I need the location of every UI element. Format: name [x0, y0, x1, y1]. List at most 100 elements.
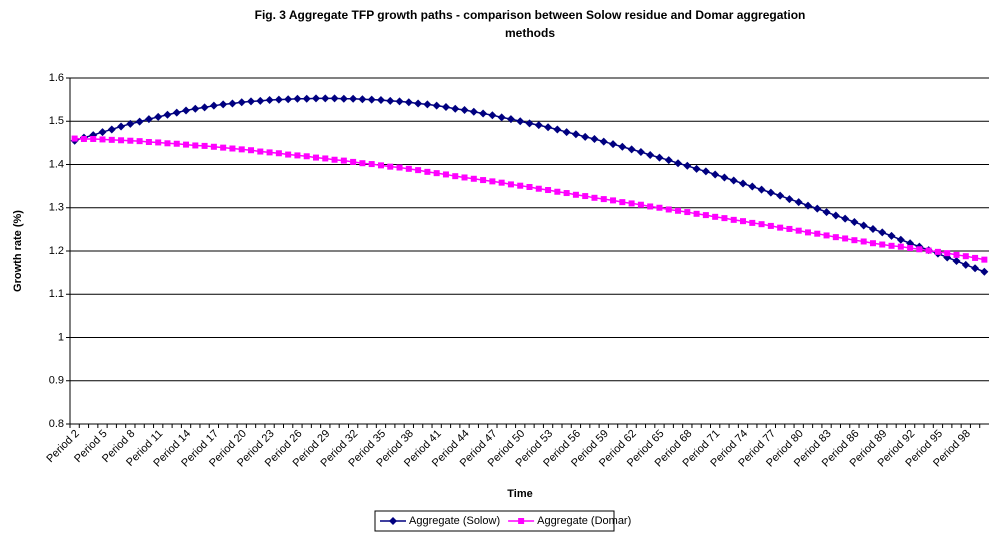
data-point [664, 156, 673, 165]
data-point [739, 179, 748, 188]
data-point [777, 224, 784, 231]
data-point [154, 112, 163, 121]
data-point [237, 98, 246, 107]
data-point [387, 163, 394, 170]
data-point [981, 256, 988, 263]
data-point [99, 136, 106, 143]
data-point [135, 117, 144, 126]
data-point [498, 179, 505, 186]
y-tick-label: 1.1 [49, 288, 64, 300]
data-point [637, 201, 644, 208]
data-point [729, 176, 738, 185]
data-point [164, 140, 171, 147]
data-point [339, 94, 348, 103]
y-tick-label: 1 [58, 331, 64, 343]
data-point [118, 137, 125, 144]
data-point [248, 147, 255, 154]
data-point [675, 207, 682, 214]
data-point [275, 150, 282, 157]
data-point [285, 151, 292, 158]
data-point [860, 238, 867, 245]
data-point [460, 106, 469, 115]
data-point [572, 191, 579, 198]
data-point [192, 142, 199, 149]
data-point [766, 188, 775, 197]
data-point [442, 171, 449, 178]
y-tick-label: 1.6 [49, 72, 64, 84]
data-point [887, 231, 896, 240]
data-point [896, 235, 905, 244]
data-point [433, 170, 440, 177]
data-point [191, 104, 200, 113]
data-point [294, 152, 301, 159]
data-point [534, 121, 543, 130]
data-point [404, 98, 413, 107]
data-point [953, 251, 960, 258]
legend-box [374, 510, 615, 532]
data-point [674, 159, 683, 168]
data-point [711, 170, 720, 179]
data-point [415, 167, 422, 174]
data-point [683, 161, 692, 170]
data-point [220, 144, 227, 151]
data-point [423, 100, 432, 109]
data-point [145, 139, 152, 146]
data-point [934, 248, 941, 255]
data-point [804, 229, 811, 236]
data-point [432, 101, 441, 110]
data-point [888, 242, 895, 249]
data-point [859, 221, 868, 230]
data-point [293, 94, 302, 103]
data-point [712, 213, 719, 220]
legend-label: Aggregate (Domar) [537, 515, 631, 527]
data-point [108, 136, 115, 143]
data-point [962, 253, 969, 260]
data-point [330, 94, 339, 103]
data-point [851, 237, 858, 244]
data-point [405, 165, 412, 172]
data-point [701, 167, 710, 176]
data-point [850, 218, 859, 227]
data-point [201, 142, 208, 149]
data-point [720, 173, 729, 182]
data-point [581, 132, 590, 141]
data-point [229, 145, 236, 152]
data-point [831, 211, 840, 220]
data-point [359, 160, 366, 167]
data-point [545, 187, 552, 194]
data-point [451, 104, 460, 113]
data-point [582, 193, 589, 200]
data-point [488, 111, 497, 120]
data-point [786, 225, 793, 232]
data-point [609, 140, 618, 149]
data-point [684, 209, 691, 216]
data-point [376, 96, 385, 105]
data-point [600, 196, 607, 203]
data-point [368, 161, 375, 168]
data-point [210, 143, 217, 150]
data-point [172, 108, 181, 117]
data-point [302, 94, 311, 103]
data-point [868, 224, 877, 233]
data-point [656, 204, 663, 211]
title-line: Fig. 3 Aggregate TFP growth paths - comp… [255, 8, 806, 22]
data-point [627, 145, 636, 154]
data-point [127, 137, 134, 144]
data-point [265, 96, 274, 105]
data-point [441, 102, 450, 111]
data-point [470, 175, 477, 182]
legend-marker [389, 517, 397, 525]
y-tick-label: 1.5 [49, 115, 64, 127]
data-point [692, 164, 701, 173]
data-point [961, 260, 970, 269]
data-point [424, 168, 431, 175]
data-point [795, 227, 802, 234]
data-point [228, 99, 237, 108]
data-point [721, 215, 728, 222]
title-line: methods [505, 26, 555, 40]
data-point [758, 221, 765, 228]
data-point [757, 185, 766, 194]
data-point [748, 182, 757, 191]
data-point [553, 125, 562, 134]
